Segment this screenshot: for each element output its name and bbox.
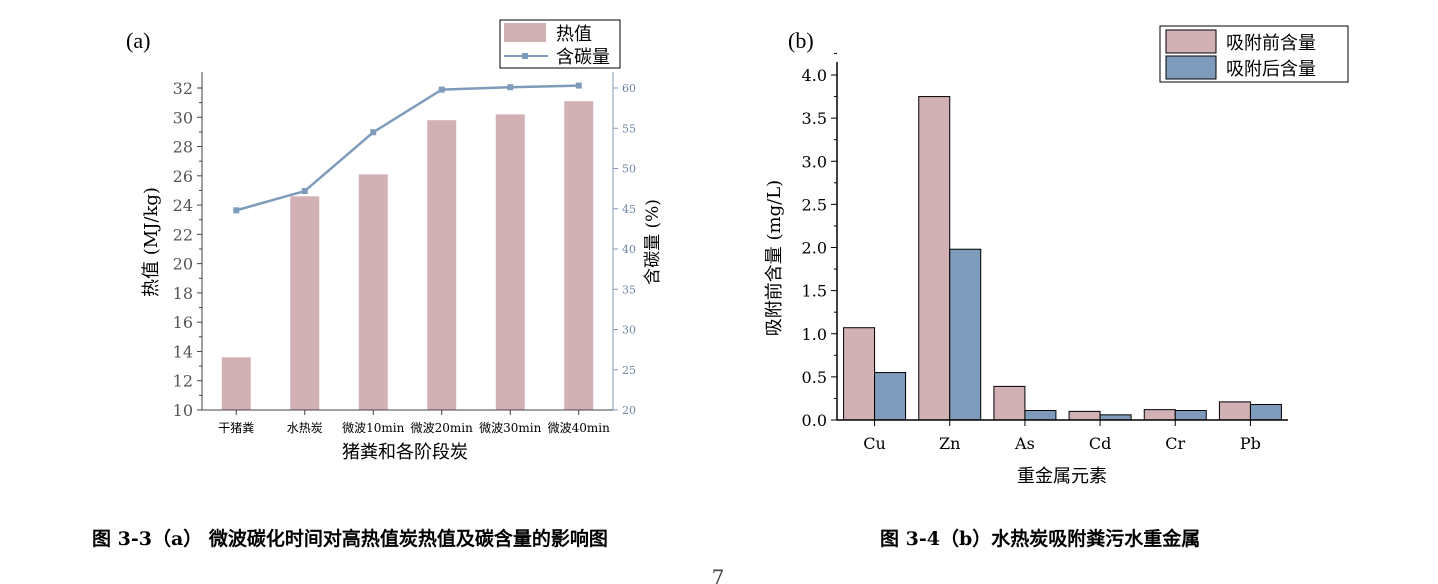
- panel-a-y-tick-label-9: 28: [173, 138, 193, 157]
- panel-a-y2-tick-label-0: 20: [622, 404, 636, 417]
- panel-a-bar-1: [290, 196, 320, 410]
- panel-a-bar-3: [427, 120, 457, 410]
- panel-a-y-axis-title: 热值 (MJ/kg): [141, 187, 162, 297]
- panel-a-carbon-point-4: [507, 84, 514, 91]
- panel-a-y2-tick-label-7: 55: [622, 122, 636, 135]
- panel-a-x-tick-label-5: 微波40min: [548, 421, 610, 435]
- panel-a-y-tick-label-2: 14: [173, 342, 193, 361]
- panel-a-legend: 热值 含碳量: [499, 19, 621, 69]
- panel-a-bar-4: [495, 114, 525, 410]
- panel-a-y2-tick-label-4: 40: [622, 243, 636, 256]
- panel-b-y-tick-label-0: 0.0: [802, 411, 827, 430]
- panel-b-y-tick-label-7: 3.5: [802, 109, 827, 128]
- panel-a-carbon-point-3: [438, 86, 445, 93]
- panel-a-y-tick-label-6: 22: [173, 225, 193, 244]
- panel-b-axes: 0.0 0.5 1.0 1.5 2.0 2.5 3.0 3.5 4.0 Cu Zn As Cd Cr Pb: [802, 52, 1288, 453]
- panel-a-y-tick-label-1: 12: [173, 372, 193, 391]
- panel-b-label: (b): [788, 28, 814, 53]
- panel-a-y-tick-label-4: 18: [173, 284, 193, 303]
- panel-a-bar-0: [221, 357, 251, 410]
- panel-b-bar-s0-1: [918, 96, 951, 421]
- panel-a-x-tick-label-3: 微波20min: [411, 421, 473, 435]
- page-number: 7: [712, 565, 725, 584]
- panel-a-legend-swatch-bar: [504, 23, 546, 42]
- panel-a-y2-axis-title: 含碳量 (%): [643, 199, 663, 285]
- panel-b-bar-s1-0: [874, 372, 907, 421]
- panel-a-y-tick-label-5: 20: [173, 255, 193, 274]
- panel-b-x-tick-label-2: As: [1014, 434, 1035, 453]
- panel-b-y-tick-label-2: 1.0: [802, 325, 827, 344]
- panel-b-bar-s0-4: [1143, 409, 1176, 421]
- panel-a-x-axis-title: 猪粪和各阶段炭: [342, 442, 468, 463]
- panel-a-legend-label-line: 含碳量: [556, 47, 610, 68]
- panel-a-bars: [221, 101, 594, 410]
- panel-b-y-tick-label-8: 4.0: [802, 66, 827, 85]
- panel-b-bar-s0-3: [1068, 410, 1101, 421]
- panel-b-x-axis-title: 重金属元素: [1017, 466, 1107, 487]
- panel-b-bar-s1-3: [1099, 414, 1132, 421]
- panel-b-y-tick-label-5: 2.5: [802, 195, 827, 214]
- panel-a-y2-tick-label-8: 60: [622, 82, 636, 95]
- panel-a-carbon-point-2: [370, 129, 377, 136]
- panel-a-x-tick-label-4: 微波30min: [479, 421, 541, 435]
- panel-b-y-tick-label-3: 1.5: [802, 282, 827, 301]
- panel-b-y-tick-label-6: 3.0: [802, 152, 827, 171]
- panel-b-bar-s1-5: [1249, 403, 1282, 421]
- chart-panel-a: (a) 10 12 14 16 18 20 22 24 26 28 30 32 20 25 30 35 40 45…: [126, 19, 663, 463]
- panel-b-y-tick-label-4: 2.0: [802, 239, 827, 258]
- caption-figure-3-4: 图 3-4（b）水热炭吸附粪污水重金属: [880, 527, 1200, 550]
- panel-b-x-tick-label-3: Cd: [1089, 434, 1111, 453]
- panel-a-x-tick-label-0: 干猪粪: [218, 421, 254, 435]
- panel-b-x-tick-label-0: Cu: [863, 434, 886, 453]
- chart-panel-b: (b) 0.0 0.5 1.0 1.5 2.0 2.5 3.0 3.5 4.0 Cu Zn As Cd C…: [764, 25, 1349, 487]
- caption-figure-3-3: 图 3-3（a） 微波碳化时间对高热值炭热值及碳含量的影响图: [92, 527, 608, 550]
- panel-b-x-tick-label-5: Pb: [1240, 434, 1261, 453]
- panel-a-x-tick-label-1: 水热炭: [287, 421, 323, 435]
- panel-a-carbon-point-5: [575, 82, 582, 89]
- panel-b-y-tick-label-1: 0.5: [802, 368, 827, 387]
- panel-b-x-tick-label-4: Cr: [1165, 434, 1185, 453]
- panel-a-y2-tick-label-3: 35: [622, 283, 636, 296]
- panel-b-bar-s0-2: [993, 385, 1026, 421]
- panel-a-y-tick-label-8: 26: [173, 167, 193, 186]
- panel-b-bar-s1-2: [1024, 410, 1057, 421]
- panel-a-legend-marker: [522, 53, 528, 59]
- panel-b-bar-s1-1: [949, 248, 982, 421]
- panel-b-x-tick-label-1: Zn: [939, 434, 960, 453]
- panel-b-bar-s0-5: [1218, 401, 1251, 421]
- panel-b-legend-label-after: 吸附后含量: [1226, 59, 1316, 80]
- panel-b-y-axis-title: 吸附前含量 (mg/L): [764, 180, 785, 336]
- panel-a-bar-5: [564, 101, 594, 410]
- panel-b-bar-s1-4: [1174, 410, 1207, 421]
- panel-a-x-tick-label-2: 微波10min: [342, 421, 404, 435]
- panel-a-y2-tick-label-6: 50: [622, 163, 636, 176]
- panel-a-label: (a): [126, 28, 150, 53]
- panel-b-legend: 吸附前含量 吸附后含量: [1159, 25, 1349, 83]
- panel-a-carbon-point-1: [301, 188, 308, 195]
- panel-b-legend-swatch-after: [1165, 55, 1217, 80]
- panel-a-y-tick-label-3: 16: [173, 313, 193, 332]
- panel-b-bar-s0-0: [843, 327, 876, 421]
- panel-a-y2-tick-label-1: 25: [622, 364, 636, 377]
- panel-a-y-tick-label-7: 24: [173, 196, 193, 215]
- panel-b-bars: [843, 96, 1282, 421]
- panel-a-y2-tick-label-5: 45: [622, 203, 636, 216]
- panel-b-legend-label-before: 吸附前含量: [1226, 33, 1316, 54]
- panel-b-legend-swatch-before: [1165, 29, 1217, 54]
- panel-a-legend-label-bar: 热值: [556, 24, 592, 45]
- panel-a-axes: 10 12 14 16 18 20 22 24 26 28 30 32 20 25 30 35 40 45 50 55…: [173, 72, 636, 435]
- panel-a-line-series: [233, 82, 582, 214]
- panel-a-y-tick-label-10: 30: [173, 108, 193, 127]
- panel-a-bar-2: [358, 174, 388, 410]
- panel-a-carbon-line: [235, 84, 579, 212]
- panel-a-y2-tick-label-2: 30: [622, 324, 636, 337]
- panel-a-carbon-point-0: [233, 207, 240, 214]
- panel-a-y-tick-label-11: 32: [173, 79, 193, 98]
- panel-a-y-tick-label-0: 10: [173, 401, 193, 420]
